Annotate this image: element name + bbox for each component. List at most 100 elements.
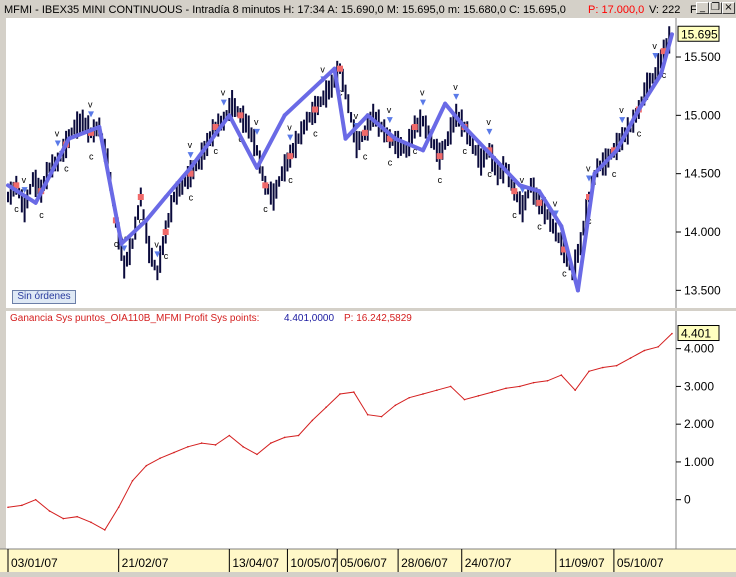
signal-label: v bbox=[221, 88, 226, 98]
buy-signal bbox=[453, 93, 460, 100]
trend-segment bbox=[119, 218, 149, 246]
price-tick-labels: 15.500 15.000 14.500 14.000 13.500 15.695 bbox=[676, 25, 721, 297]
date-tick-labels: 03/01/07 21/02/07 13/04/07 10/05/07 05/06/07… bbox=[7, 549, 664, 572]
equity-axis bbox=[676, 311, 736, 549]
trend-segment bbox=[592, 148, 619, 176]
signal-label: v bbox=[586, 164, 591, 174]
trend-segment bbox=[421, 101, 448, 153]
signal-label: c bbox=[388, 158, 393, 168]
equity-tick-label: 1.000 bbox=[684, 455, 714, 469]
sell-signal bbox=[13, 182, 20, 189]
trend-segment bbox=[537, 189, 564, 229]
equity-panel-tail: P: 16.242,5829 bbox=[344, 313, 412, 324]
equity-point bbox=[256, 453, 258, 456]
signal-label: v bbox=[320, 64, 325, 74]
buy-signal bbox=[420, 99, 426, 106]
sell-signal bbox=[486, 147, 493, 154]
sell-signal bbox=[187, 170, 194, 177]
equity-point bbox=[671, 332, 673, 335]
signal-label: v bbox=[553, 199, 558, 209]
signal-label: c bbox=[288, 175, 293, 185]
equity-point bbox=[546, 379, 549, 382]
equity-point bbox=[643, 349, 646, 352]
panel-separator[interactable] bbox=[0, 308, 736, 311]
equity-point bbox=[380, 415, 383, 418]
buy-signal bbox=[287, 134, 294, 141]
equity-point bbox=[491, 391, 493, 393]
window-title: MFMI - IBEX35 MINI CONTINUOUS - Intradía… bbox=[4, 4, 566, 16]
signal-label: c bbox=[89, 152, 94, 162]
buy-signal bbox=[386, 117, 393, 124]
equity-point bbox=[463, 398, 466, 401]
trend-segment bbox=[33, 136, 71, 205]
last-price-label: 15.695 bbox=[681, 27, 718, 41]
equity-point bbox=[422, 393, 424, 395]
trend-segment bbox=[188, 113, 232, 170]
equity-tick-label: 4.000 bbox=[684, 342, 714, 356]
equity-point bbox=[532, 381, 535, 384]
sell-signal bbox=[511, 188, 518, 195]
minimize-button[interactable]: _ bbox=[696, 2, 709, 14]
signal-label: v bbox=[387, 105, 392, 115]
date-tick-label: 24/07/07 bbox=[465, 556, 512, 570]
window-close-icon: × bbox=[724, 2, 733, 13]
sell-signal bbox=[137, 194, 144, 200]
price-trend-series bbox=[6, 32, 674, 293]
equity-tick-labels: 4.000 3.000 2.000 1.000 0 4.401 bbox=[676, 325, 720, 507]
signal-label: c bbox=[313, 128, 318, 138]
equity-point bbox=[131, 480, 134, 482]
signal-label: c bbox=[338, 88, 343, 98]
close-button[interactable]: × bbox=[722, 2, 735, 14]
signal-label: c bbox=[164, 251, 169, 261]
equity-point bbox=[214, 444, 217, 446]
equity-point bbox=[104, 529, 106, 531]
equity-point bbox=[228, 434, 231, 437]
equity-point bbox=[283, 436, 286, 439]
trend-segment bbox=[575, 171, 597, 293]
trend-segment bbox=[490, 154, 522, 188]
signal-label: c bbox=[363, 152, 368, 162]
price-tick-label: 15.500 bbox=[684, 50, 721, 64]
signal-label: v bbox=[453, 82, 458, 92]
equity-profit-value: 4.401,0000 bbox=[284, 313, 334, 324]
last-equity-label: 4.401 bbox=[681, 327, 711, 341]
equity-point bbox=[615, 364, 618, 367]
equity-point bbox=[270, 442, 272, 444]
trend-segment bbox=[6, 183, 38, 205]
window-minimize-icon: _ bbox=[700, 2, 705, 13]
sin-ordenes-badge[interactable]: Sin órdenes bbox=[12, 290, 76, 304]
signal-label: v bbox=[520, 175, 525, 185]
sell-signal bbox=[337, 65, 343, 72]
buy-signal bbox=[88, 111, 94, 118]
equity-point bbox=[76, 515, 78, 518]
equity-point bbox=[117, 506, 120, 509]
signal-label: c bbox=[637, 128, 642, 138]
equity-panel-title: Ganancia Sys puntos_OIA110B_MFMI Profit … bbox=[10, 313, 259, 324]
trend-segment bbox=[559, 224, 580, 293]
equity-point bbox=[519, 385, 521, 388]
sell-signal bbox=[312, 106, 319, 113]
equity-point bbox=[339, 393, 341, 395]
sell-signal bbox=[287, 153, 294, 160]
date-tick-label: 05/06/07 bbox=[340, 556, 387, 570]
date-axis bbox=[0, 549, 736, 572]
signal-label: c bbox=[612, 169, 617, 179]
signal-label: v bbox=[154, 239, 159, 249]
price-tick-label: 14.000 bbox=[684, 225, 721, 239]
equity-point bbox=[297, 434, 300, 437]
sell-signal bbox=[212, 124, 219, 130]
buy-signal bbox=[586, 175, 592, 182]
signal-label: c bbox=[64, 163, 69, 173]
signal-label: v bbox=[22, 175, 27, 185]
equity-point bbox=[325, 406, 327, 408]
signal-label: c bbox=[512, 210, 517, 220]
date-tick-label: 13/04/07 bbox=[232, 556, 279, 570]
signal-label: c bbox=[214, 146, 219, 156]
sell-signal bbox=[536, 199, 543, 206]
trend-segment bbox=[343, 113, 370, 141]
sell-signal bbox=[436, 153, 443, 160]
trend-segment bbox=[97, 125, 124, 246]
last-price-box bbox=[677, 25, 720, 42]
sell-signal bbox=[411, 124, 418, 130]
restore-button[interactable]: ❐ bbox=[709, 2, 722, 14]
